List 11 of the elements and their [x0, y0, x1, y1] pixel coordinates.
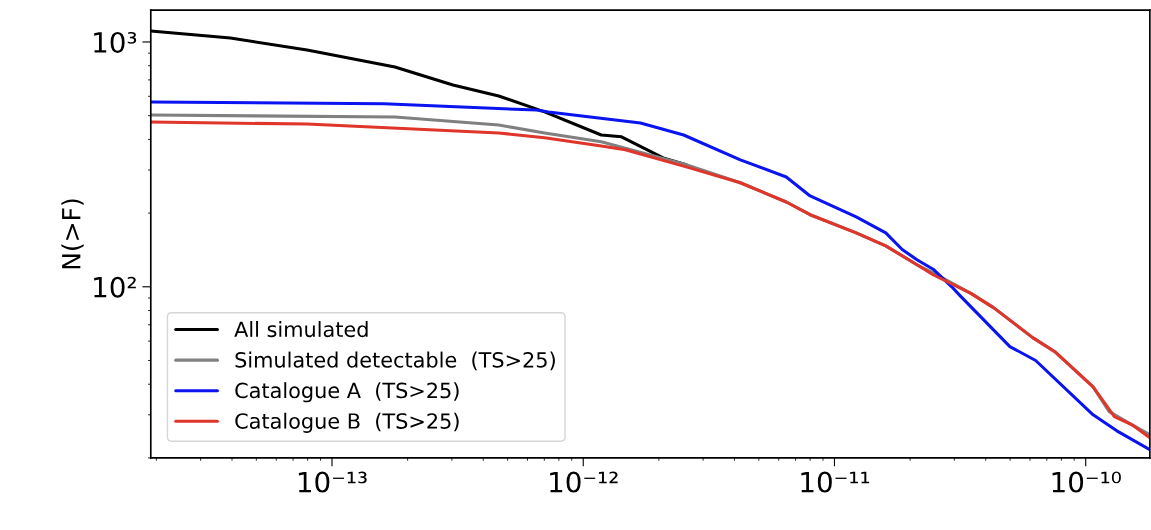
- y-tick-label: 10³: [94, 31, 137, 53]
- legend-label: Catalogue A (TS>25): [235, 382, 459, 403]
- x-tick-label: 10⁻¹¹: [801, 471, 870, 493]
- legend-label: Simulated detectable (TS>25): [235, 351, 555, 371]
- y-tick-label: 10²: [94, 276, 136, 298]
- y-axis-title: N(>F): [61, 199, 84, 269]
- x-tick-label: 10⁻¹³: [298, 471, 367, 493]
- legend-label: All simulated: [234, 321, 368, 338]
- x-tick-label: 10⁻¹²: [550, 471, 618, 493]
- legend-label: Catalogue B (TS>25): [235, 412, 459, 433]
- x-tick-label: 10⁻¹⁰: [1052, 471, 1121, 493]
